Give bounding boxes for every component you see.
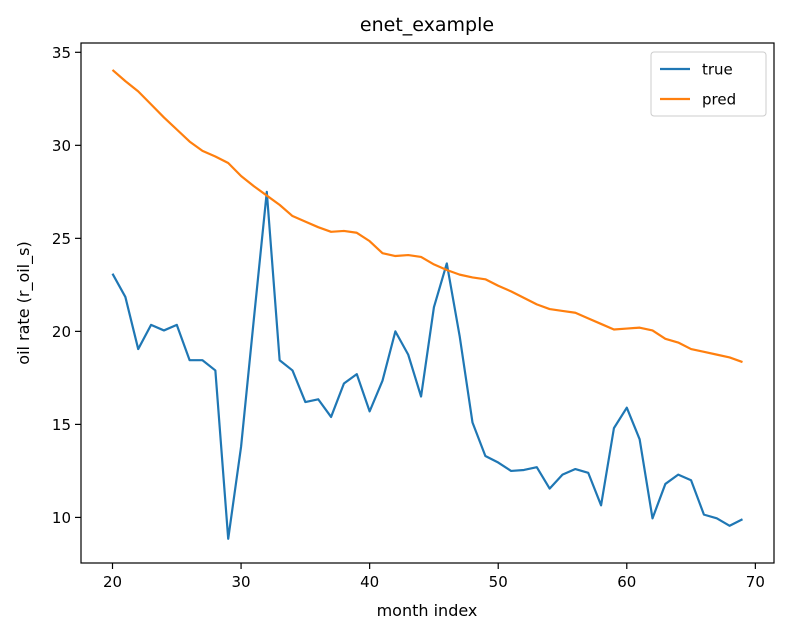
y-tick-label: 35	[52, 44, 71, 62]
series-line-true	[111, 190, 743, 540]
y-tick-label: 25	[52, 230, 71, 248]
x-tick-label: 30	[232, 573, 251, 591]
y-axis-label: oil rate (r_oil_s)	[14, 241, 34, 364]
x-tick-label: 60	[617, 573, 636, 591]
legend: true pred	[650, 51, 767, 117]
x-axis-label: month index	[377, 601, 478, 620]
x-tick-label: 70	[746, 573, 765, 591]
x-tick-label: 40	[360, 573, 379, 591]
series-lines	[111, 69, 743, 540]
axes-ticks: 20 30 40 50 60 70 10 15 20 25 30 35	[52, 44, 765, 591]
chart-title: enet_example	[360, 14, 494, 36]
y-tick-label: 20	[52, 323, 71, 341]
legend-label-pred: pred	[702, 91, 736, 109]
x-tick-label: 20	[103, 573, 122, 591]
y-tick-label: 10	[52, 509, 71, 527]
y-tick-label: 15	[52, 416, 71, 434]
legend-label-true: true	[702, 61, 733, 79]
y-tick-label: 30	[52, 137, 71, 155]
x-tick-label: 50	[489, 573, 508, 591]
series-line-pred	[111, 69, 743, 364]
plot-frame	[80, 42, 775, 564]
